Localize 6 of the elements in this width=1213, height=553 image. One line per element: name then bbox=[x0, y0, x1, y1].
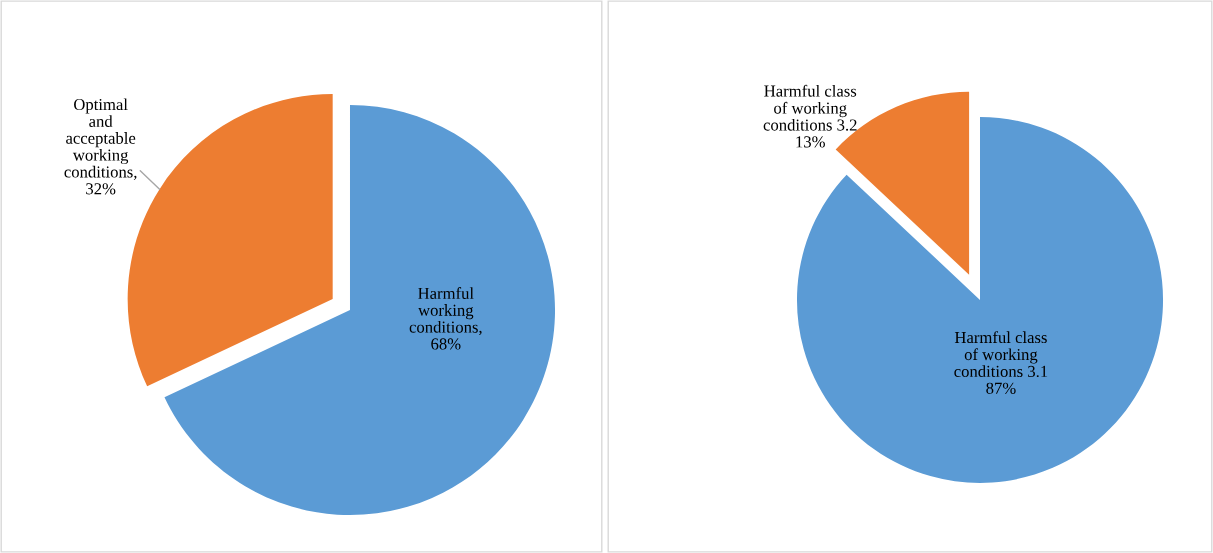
slice-label: Harmful class of working conditions 3.2 bbox=[763, 84, 857, 131]
data-label: 13% bbox=[796, 136, 825, 148]
slice-label: Optimal and acceptable working conditions, 32% bbox=[64, 98, 137, 195]
data-label: 87% bbox=[986, 382, 1016, 394]
slice-label: Harmful working conditions, 68% bbox=[409, 287, 482, 350]
slice-label: Harmful class of working conditions 3.1 bbox=[954, 331, 1048, 378]
